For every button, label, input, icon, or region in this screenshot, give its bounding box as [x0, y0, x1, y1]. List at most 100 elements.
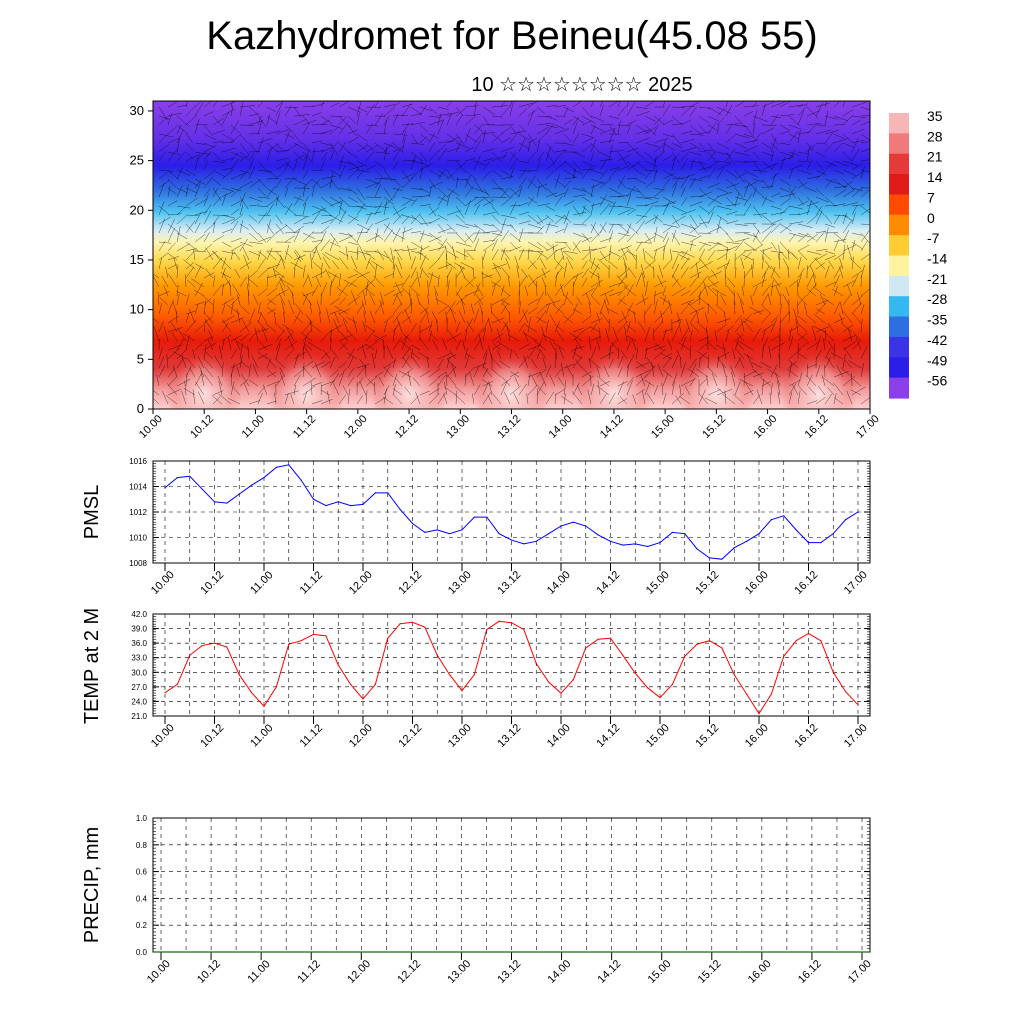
- wind-barb: [684, 385, 691, 396]
- wind-barb: [710, 269, 718, 279]
- wind-barb: [325, 268, 331, 279]
- wind-barb: [581, 196, 591, 203]
- wind-barb: [797, 295, 808, 306]
- wind-barb: [437, 358, 444, 369]
- wind-barb: [333, 318, 340, 333]
- wind-barb: [707, 278, 718, 288]
- wind-barb: [599, 221, 607, 234]
- data-point: [226, 502, 228, 504]
- wind-barb: [356, 187, 366, 201]
- wind-barb: [749, 306, 763, 315]
- wind-barb: [437, 375, 446, 387]
- wind-barb: [644, 303, 652, 315]
- wind-barb: [343, 279, 358, 288]
- wind-barb: [644, 250, 654, 259]
- wind-barb: [572, 115, 584, 124]
- wind-barb: [302, 115, 311, 125]
- wind-barb: [671, 278, 679, 288]
- wind-barb: [437, 392, 446, 405]
- wind-barb: [338, 116, 347, 126]
- wind-barb: [572, 101, 583, 108]
- wind-barb: [176, 294, 180, 306]
- wind-barb: [266, 219, 271, 234]
- wind-barb: [419, 194, 431, 198]
- wind-barb: [707, 249, 716, 261]
- wind-barb: [374, 201, 383, 216]
- data-point: [411, 621, 414, 623]
- wind-barb: [662, 356, 672, 369]
- wind-barb: [680, 266, 689, 279]
- wind-barb: [284, 143, 298, 153]
- wind-barb: [338, 297, 346, 306]
- wind-barb: [689, 377, 696, 387]
- wind-barb: [662, 329, 667, 342]
- x-tick-label: 12.00: [342, 413, 370, 441]
- wind-barb: [279, 282, 286, 297]
- wind-barb: [427, 280, 430, 297]
- wind-barb: [725, 183, 740, 189]
- wind-barb: [788, 336, 794, 351]
- wind-barb: [369, 293, 376, 306]
- wind-barb: [824, 132, 834, 144]
- wind-barb: [798, 250, 808, 261]
- wind-barb: [680, 250, 688, 261]
- wind-barb: [711, 373, 718, 387]
- wind-barb: [407, 371, 412, 387]
- wind-barb: [617, 314, 630, 324]
- wind-barb: [500, 288, 511, 297]
- wind-barb: [185, 114, 198, 126]
- wind-barb: [334, 311, 340, 324]
- data-point: [820, 542, 822, 544]
- wind-barb: [851, 256, 854, 270]
- wind-barb: [662, 119, 674, 126]
- wind-barb: [833, 214, 841, 225]
- wind-barb: [302, 385, 316, 396]
- wind-barb: [275, 330, 285, 342]
- wind-barb: [221, 257, 227, 270]
- x-tick-label: 15.12: [693, 569, 721, 597]
- pmsl-axis-label: PMSL: [81, 485, 103, 539]
- wind-barb: [730, 365, 736, 378]
- wind-barb: [509, 131, 525, 135]
- wind-barb: [680, 250, 695, 258]
- wind-barb: [806, 110, 820, 117]
- wind-barb: [716, 166, 725, 180]
- wind-barb: [275, 142, 285, 153]
- wind-barb: [268, 369, 277, 378]
- wind-barb: [833, 285, 838, 297]
- wind-barb: [530, 358, 538, 369]
- wind-barb: [518, 108, 527, 117]
- chart-title: Kazhydromet for Beineu(45.08 55): [206, 14, 818, 58]
- wind-barb: [284, 124, 294, 133]
- wind-barb: [446, 187, 460, 197]
- wind-barb: [347, 196, 358, 203]
- wind-barb: [293, 214, 310, 217]
- wind-barb: [770, 222, 781, 234]
- wind-barb: [302, 320, 313, 333]
- wind-barb: [464, 133, 478, 143]
- wind-barb: [257, 101, 264, 108]
- wind-barb: [560, 362, 565, 378]
- wind-barb: [653, 187, 666, 198]
- colorbar-swatch: [889, 275, 909, 297]
- wind-barb: [761, 249, 765, 261]
- x-tick-label: 12.12: [395, 958, 423, 986]
- wind-barb: [722, 343, 727, 360]
- wind-barb: [347, 241, 360, 246]
- wind-barb: [284, 332, 294, 342]
- wind-barb: [554, 228, 565, 234]
- wind-barb: [660, 353, 673, 360]
- wind-barb: [158, 151, 166, 162]
- wind-barb: [500, 151, 508, 162]
- data-point: [758, 533, 760, 535]
- wind-barb: [347, 129, 359, 135]
- wind-barb: [833, 382, 844, 396]
- wind-barb: [608, 223, 614, 234]
- wind-barb: [536, 216, 549, 225]
- wind-barb: [419, 214, 429, 227]
- wind-barb: [842, 244, 857, 252]
- data-point: [857, 511, 859, 513]
- wind-barb: [239, 133, 248, 144]
- wind-barb: [415, 392, 421, 405]
